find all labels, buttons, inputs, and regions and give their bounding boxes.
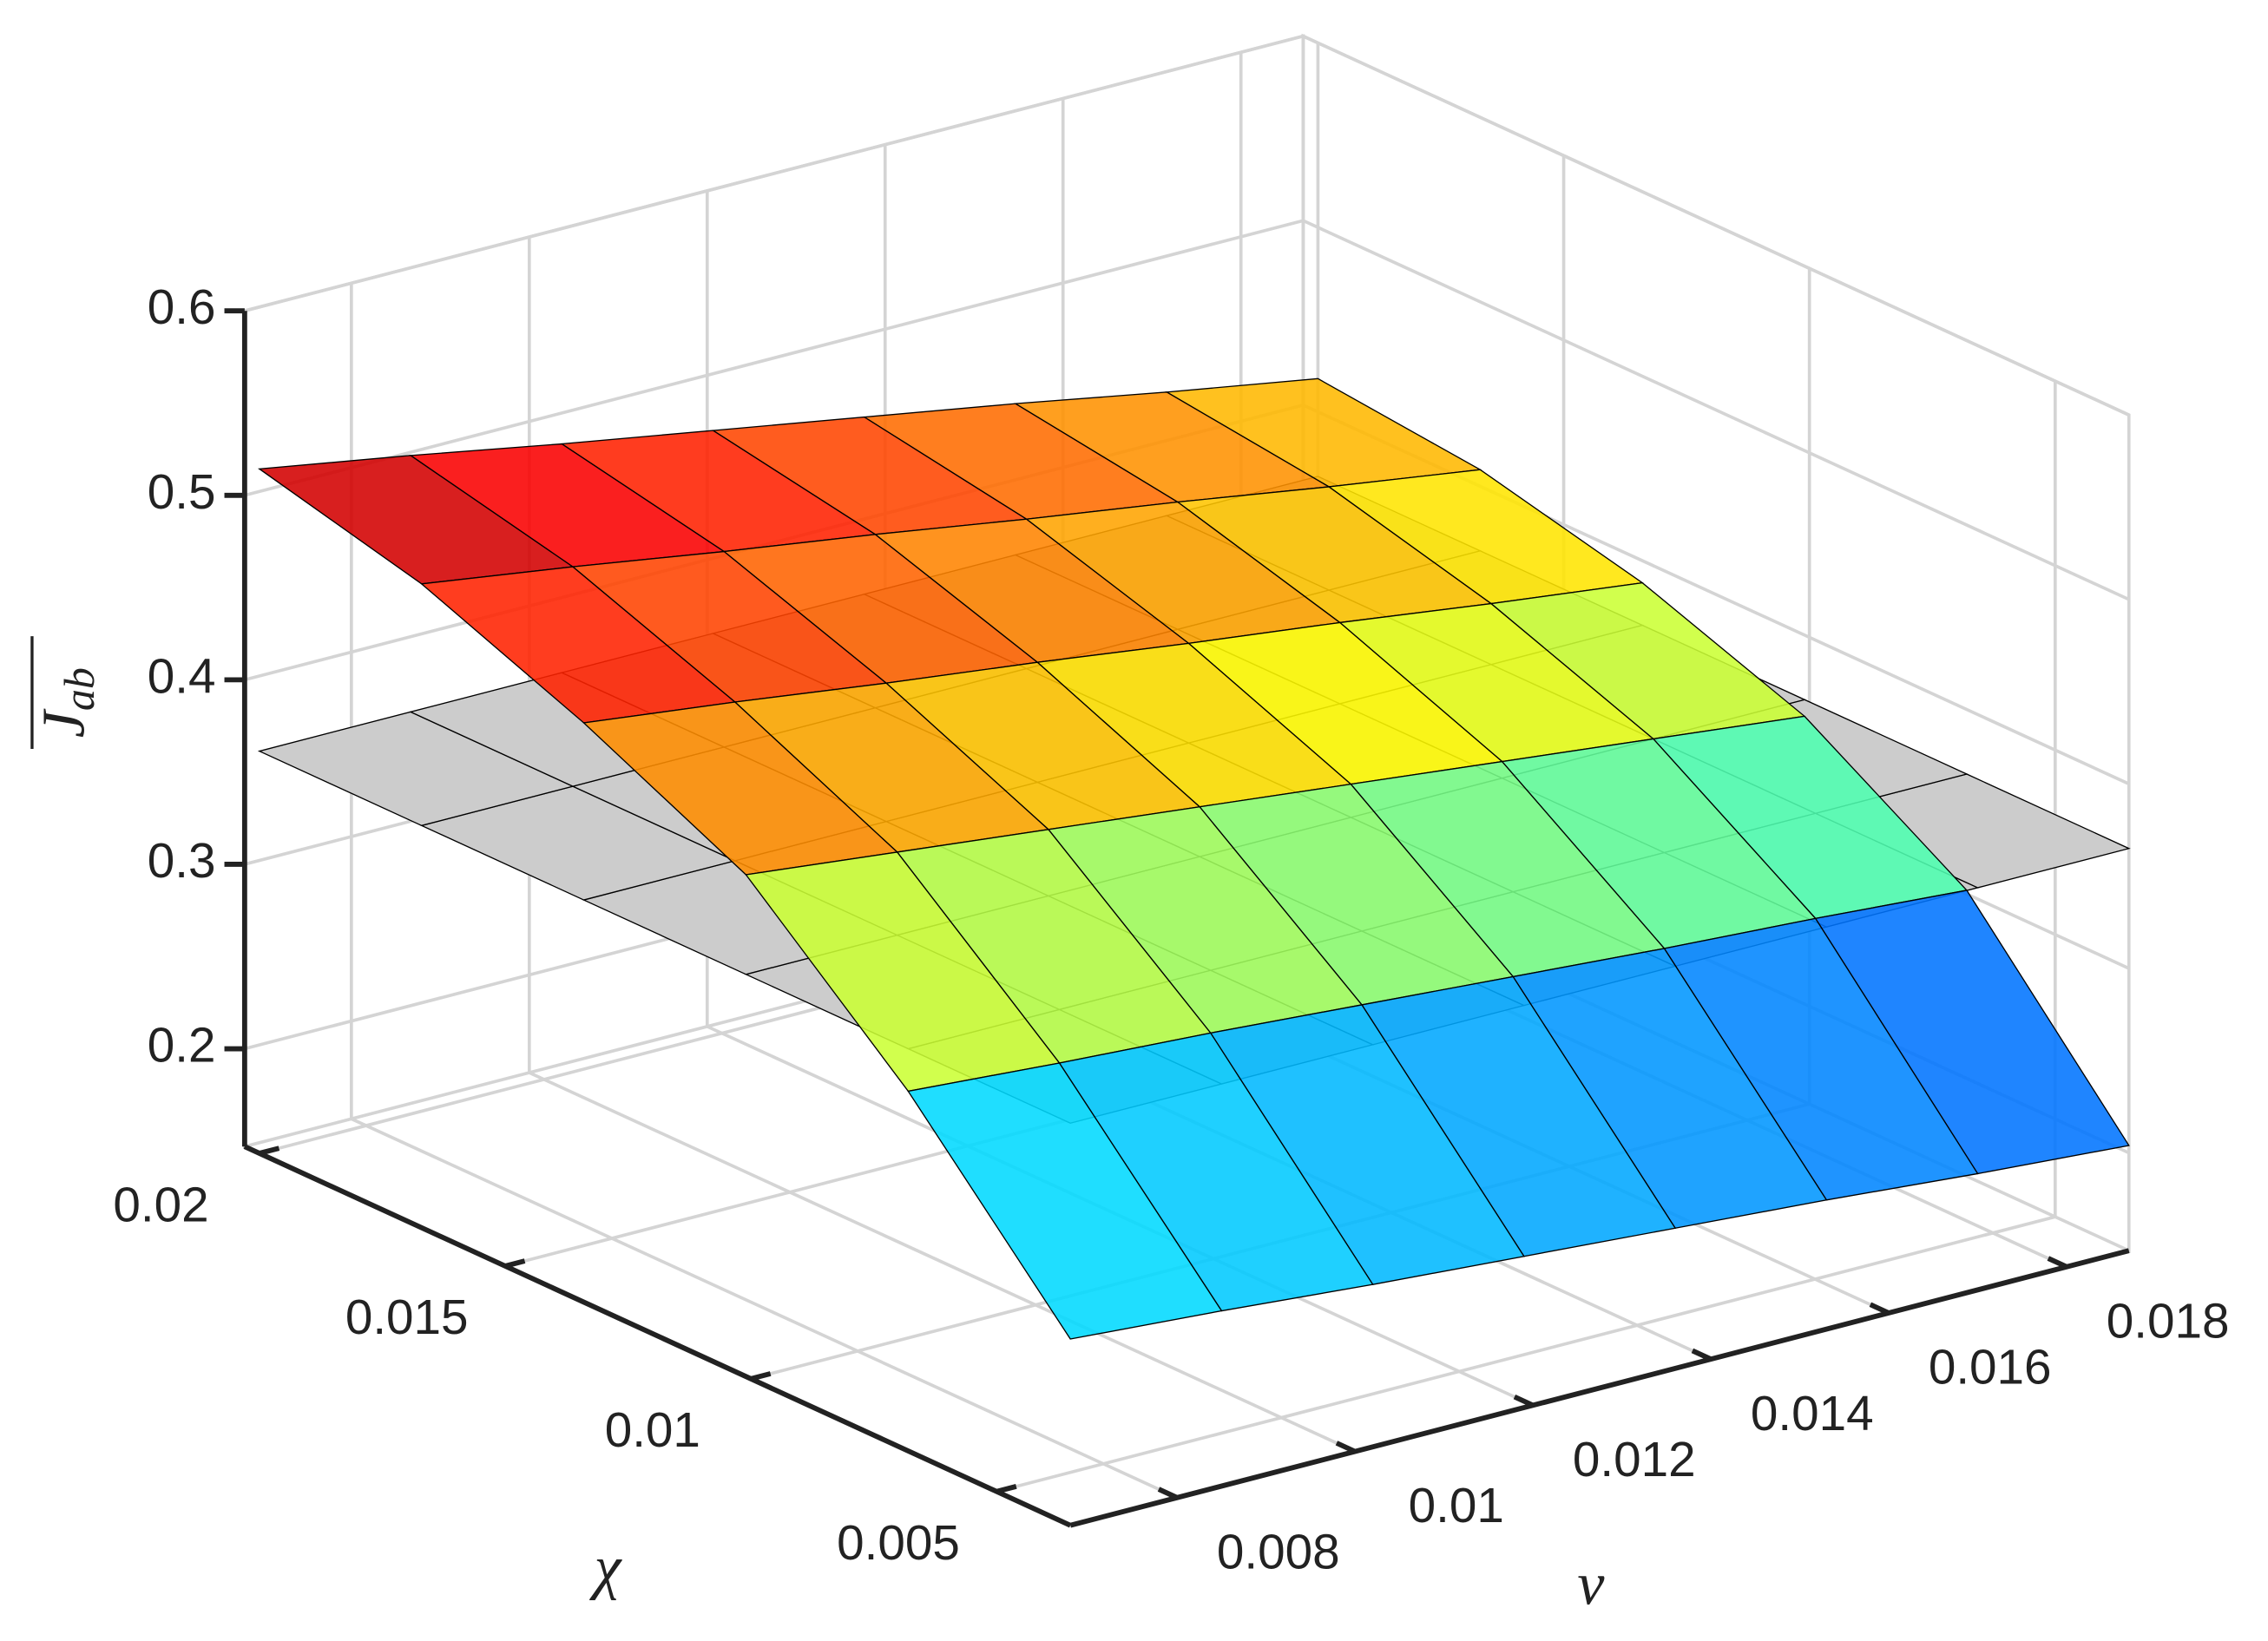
x-tick-label: 0.014 (1751, 1387, 1874, 1441)
y-tick-label: 0.01 (605, 1403, 700, 1458)
plot-area (257, 377, 2131, 1340)
z-label-sub: ab (55, 667, 103, 711)
x-tick (1513, 1395, 1535, 1408)
x-grid-line (351, 1117, 1178, 1500)
axes: 0.2 0.3 0.4 0.5 0.6 0.005 0.01 0.015 0.02 0.008 0.… (113, 280, 2229, 1579)
x-tick-label: 0.01 (1409, 1479, 1504, 1533)
y-tick-label: 0.02 (113, 1178, 208, 1232)
z-grid-line (244, 219, 1304, 497)
z-tick-label: 0.3 (148, 834, 216, 889)
x-axis (1069, 1248, 2130, 1528)
y-tick-label: 0.005 (837, 1516, 960, 1571)
z-tick-label: 0.6 (148, 280, 216, 335)
x-tick (1691, 1348, 1713, 1362)
x-tick (1335, 1441, 1357, 1454)
z-tick-label: 0.4 (148, 649, 216, 704)
x-grid-line (529, 1071, 1356, 1454)
z-axis-label: Jab (30, 636, 103, 750)
x-tick (2047, 1256, 2068, 1270)
y-tick (259, 1145, 280, 1156)
z-grid-line (1302, 219, 2130, 601)
y-tick (504, 1258, 526, 1269)
z-tick-label: 0.5 (148, 465, 216, 520)
z-tick-label: 0.2 (148, 1019, 216, 1073)
x-tick-label: 0.016 (1929, 1341, 2052, 1395)
x-tick-label: 0.012 (1573, 1433, 1696, 1487)
z-grid-line (1302, 34, 2130, 417)
y-tick (750, 1371, 772, 1382)
z-label-base: J (30, 708, 97, 738)
x-tick-label: 0.018 (2107, 1294, 2230, 1349)
y-tick (996, 1484, 1017, 1494)
y-axis (243, 1144, 1072, 1528)
y-grid-line (996, 1215, 2056, 1493)
surface-cell (907, 1062, 1223, 1340)
y-tick-label: 0.015 (345, 1290, 469, 1345)
x-tick (1869, 1302, 1890, 1316)
x-axis-label: ν (1577, 1552, 1605, 1618)
x-tick-label: 0.008 (1217, 1525, 1340, 1579)
x-tick (1157, 1487, 1179, 1500)
z-axis-label-main: Jab (30, 667, 103, 738)
z-grid-line (244, 34, 1304, 312)
y-axis-label: χ (589, 1534, 623, 1601)
